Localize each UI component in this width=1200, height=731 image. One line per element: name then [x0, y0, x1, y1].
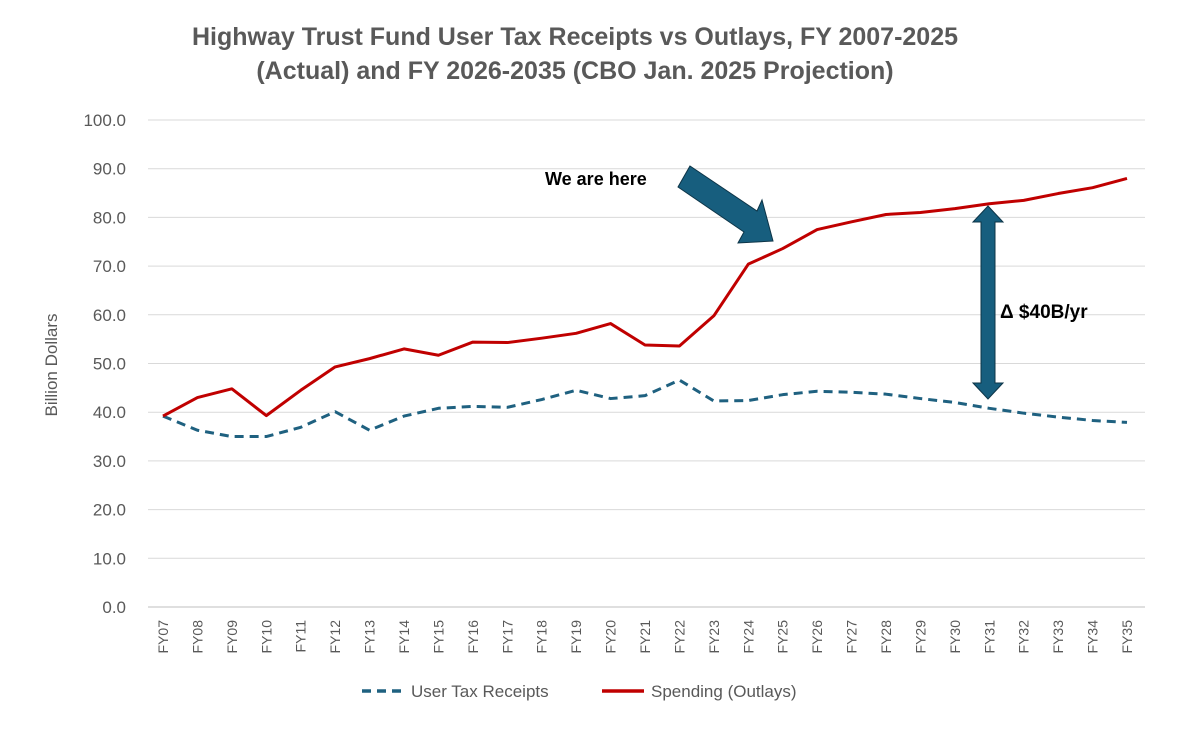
x-tick-label: FY11: [293, 620, 309, 653]
y-tick-label: 90.0: [93, 160, 126, 179]
y-tick-label: 60.0: [93, 306, 126, 325]
y-tick-label: 100.0: [83, 111, 126, 130]
x-tick-label: FY30: [947, 620, 963, 654]
x-tick-label: FY26: [809, 620, 825, 654]
legend-label-spending: Spending (Outlays): [651, 682, 797, 701]
gap-label: Δ $40B/yr: [1000, 302, 1088, 323]
gap-double-arrow-icon: [971, 205, 1005, 400]
x-tick-label: FY15: [430, 620, 446, 654]
y-tick-label: 20.0: [93, 501, 126, 520]
chart-title: Highway Trust Fund User Tax Receipts vs …: [0, 20, 1150, 88]
x-tick-label: FY24: [740, 620, 756, 654]
x-tick-label: FY21: [637, 620, 653, 654]
x-tick-label: FY29: [912, 620, 928, 654]
x-tick-label: FY22: [671, 620, 687, 654]
x-tick-label: FY32: [1016, 620, 1032, 654]
x-tick-label: FY09: [224, 620, 240, 654]
we-are-here-label: We are here: [545, 169, 647, 189]
chart-title-line2: (Actual) and FY 2026-2035 (CBO Jan. 2025…: [256, 57, 894, 85]
y-tick-label: 40.0: [93, 403, 126, 422]
x-tick-label: FY16: [465, 620, 481, 654]
we-are-here-arrow-icon: [677, 165, 774, 244]
x-tick-label: FY07: [155, 620, 171, 654]
x-tick-label: FY19: [568, 620, 584, 654]
legend-label-receipts: User Tax Receipts: [411, 682, 549, 701]
x-tick-label: FY10: [258, 620, 274, 654]
x-tick-label: FY27: [844, 620, 860, 654]
y-axis-label: Billion Dollars: [42, 314, 61, 417]
y-tick-label: 80.0: [93, 208, 126, 227]
legend: User Tax Receipts Spending (Outlays): [362, 682, 797, 701]
chart-title-line1: Highway Trust Fund User Tax Receipts vs …: [191, 23, 959, 51]
x-tick-label: FY17: [499, 620, 515, 654]
x-tick-label: FY25: [775, 620, 791, 654]
y-tick-label: 10.0: [93, 549, 126, 568]
x-tick-label: FY34: [1085, 620, 1101, 654]
x-tick-label: FY35: [1119, 620, 1135, 654]
x-tick-label: FY28: [878, 620, 894, 654]
x-tick-label: FY20: [603, 620, 619, 654]
y-tick-label: 50.0: [93, 355, 126, 374]
x-tick-label: FY23: [706, 620, 722, 654]
x-tick-label: FY08: [189, 620, 205, 654]
y-tick-label: 0.0: [102, 598, 126, 617]
x-tick-label: FY12: [327, 620, 343, 654]
x-tick-label: FY33: [1050, 620, 1066, 654]
x-tick-label: FY31: [981, 620, 997, 654]
y-tick-label: 70.0: [93, 257, 126, 276]
x-tick-label: FY14: [396, 620, 412, 654]
y-tick-label: 30.0: [93, 452, 126, 471]
x-tick-label: FY13: [362, 620, 378, 654]
x-tick-label: FY18: [534, 620, 550, 654]
